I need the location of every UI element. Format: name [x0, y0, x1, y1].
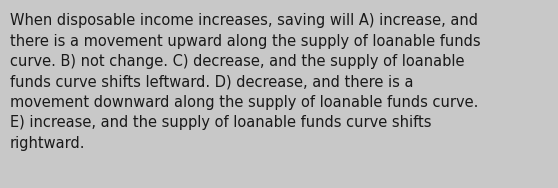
Text: When disposable income increases, saving will A) increase, and
there is a moveme: When disposable income increases, saving…: [10, 13, 480, 151]
